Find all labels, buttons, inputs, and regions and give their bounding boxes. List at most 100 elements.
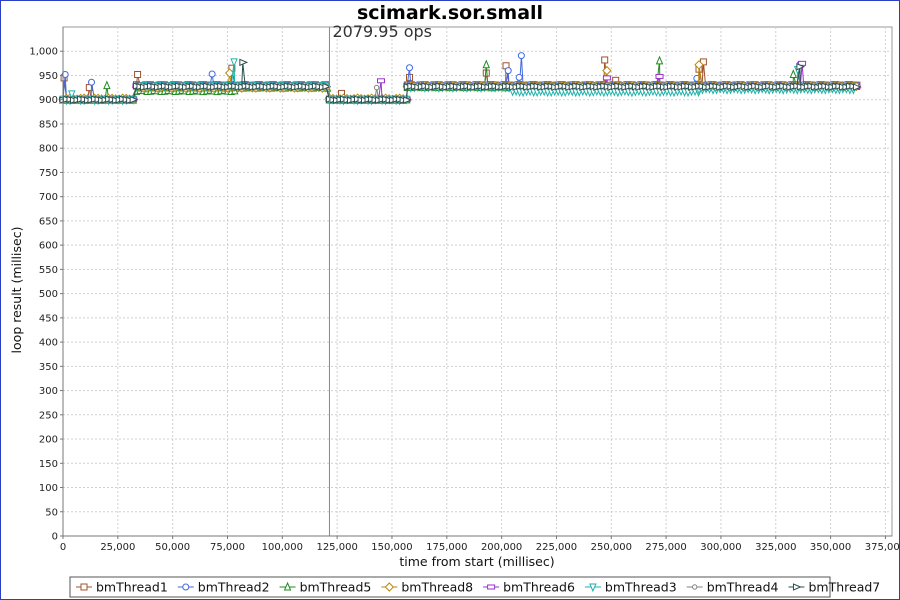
data-point: [482, 59, 491, 69]
legend-label: bmThread4: [707, 580, 779, 595]
data-point: [377, 78, 386, 84]
x-tick-label: 25,000: [100, 542, 135, 553]
legend-item: bmThread1: [76, 580, 168, 595]
y-tick-label: 200: [39, 435, 58, 446]
series-bmThread7: [59, 58, 862, 105]
y-tick-label: 500: [39, 289, 58, 300]
legend-swatch-marker: [589, 583, 597, 593]
y-tick-label: 700: [39, 192, 58, 203]
legend-label: bmThread3: [605, 580, 677, 595]
legend-swatch-marker: [283, 581, 292, 591]
legend-swatch-marker: [384, 582, 395, 592]
x-tick-label: 0: [60, 542, 66, 553]
y-tick-label: 300: [39, 386, 58, 397]
x-tick-label: 225,000: [536, 542, 577, 553]
data-point: [322, 82, 332, 91]
y-tick-label: 600: [39, 241, 58, 252]
y-tick-label: 0: [52, 532, 58, 543]
x-tick-label: 350,000: [810, 542, 851, 553]
legend-box: [69, 576, 831, 598]
legend-swatch-marker: [792, 583, 802, 591]
y-tick-label: 850: [39, 119, 58, 130]
y-tick-label: 150: [39, 459, 58, 470]
y-tick-label: 1,000: [29, 47, 58, 58]
legend: bmThread1 bmThread2 bmThread5 bmThread8 bmTh…: [69, 576, 880, 598]
legend-label: bmThread8: [401, 580, 473, 595]
data-point: [694, 60, 704, 70]
legend-swatch-marker: [487, 584, 496, 590]
data-point: [655, 73, 664, 79]
y-tick-label: 900: [39, 95, 58, 106]
legend-item: bmThread2: [177, 580, 270, 595]
series-layer: [58, 52, 862, 106]
data-point: [601, 56, 609, 64]
data-point: [655, 55, 664, 65]
y-tick-label: 250: [39, 410, 58, 421]
x-tick-label: 300,000: [700, 542, 741, 553]
y-tick-label: 50: [45, 507, 58, 518]
data-point: [602, 75, 611, 81]
data-point: [403, 96, 412, 104]
data-point: [406, 73, 414, 81]
x-axis-title: time from start (millisec): [399, 554, 554, 569]
data-point: [373, 84, 380, 91]
data-point: [103, 80, 111, 90]
x-tick-label: 275,000: [645, 542, 686, 553]
data-point: [61, 71, 69, 79]
x-tick-label: 125,000: [316, 542, 357, 553]
grid: [62, 27, 892, 537]
data-point: [515, 73, 523, 81]
x-tick-label: 325,000: [755, 542, 796, 553]
x-tick-label: 375,000: [865, 542, 900, 553]
x-tick-label: 150,000: [371, 542, 412, 553]
data-point: [406, 64, 414, 72]
legend-item: bmThread8: [381, 580, 473, 595]
data-point: [602, 65, 612, 76]
data-point: [208, 70, 216, 78]
y-tick-label: 800: [39, 144, 58, 155]
data-point: [517, 52, 525, 60]
legend-label: bmThread6: [503, 580, 575, 595]
y-axis-title: loop result (millisec): [9, 227, 24, 354]
x-tick-label: 250,000: [591, 542, 632, 553]
y-tick-label: 350: [39, 362, 58, 373]
annotation-label: 2079.95 ops: [332, 22, 432, 41]
plot-area: [62, 26, 893, 537]
data-point: [789, 69, 798, 79]
x-tick-label: 200,000: [481, 542, 522, 553]
data-point: [134, 71, 142, 79]
x-tick-label: 100,000: [262, 542, 303, 553]
legend-item: bmThread5: [279, 580, 372, 595]
chart-title: scimark.sor.small: [357, 2, 543, 24]
legend-swatch-marker: [80, 583, 88, 591]
legend-label: bmThread2: [198, 580, 270, 595]
data-point: [224, 68, 235, 78]
legend-swatch-marker: [182, 583, 190, 591]
data-point: [796, 62, 806, 71]
axes: 0 50 100 150 200 250 300 350 400 450 500 550 600 650 7…: [29, 27, 900, 553]
y-tick-label: 650: [39, 216, 58, 227]
data-point: [68, 90, 76, 100]
legend-item: bmThread6: [483, 580, 575, 595]
x-tick-label: 75,000: [210, 542, 245, 553]
x-tick-label: 175,000: [426, 542, 467, 553]
legend-swatch-marker: [691, 584, 698, 590]
data-point: [239, 58, 249, 67]
y-tick-label: 450: [39, 313, 58, 324]
legend-label: bmThread5: [300, 580, 372, 595]
y-tick-label: 550: [39, 265, 58, 276]
data-point: [852, 83, 862, 91]
data-point: [230, 58, 238, 68]
legend-item: bmThread4: [686, 580, 779, 595]
data-point: [798, 60, 807, 66]
data-point: [504, 67, 512, 75]
legend-item: bmThread3: [584, 580, 677, 595]
x-tick-label: 50,000: [155, 542, 190, 553]
y-tick-label: 750: [39, 168, 58, 179]
y-tick-label: 100: [39, 483, 58, 494]
legend-label: bmThread7: [808, 580, 880, 595]
legend-label: bmThread1: [96, 580, 168, 595]
y-tick-label: 400: [39, 338, 58, 349]
data-point: [88, 78, 96, 86]
